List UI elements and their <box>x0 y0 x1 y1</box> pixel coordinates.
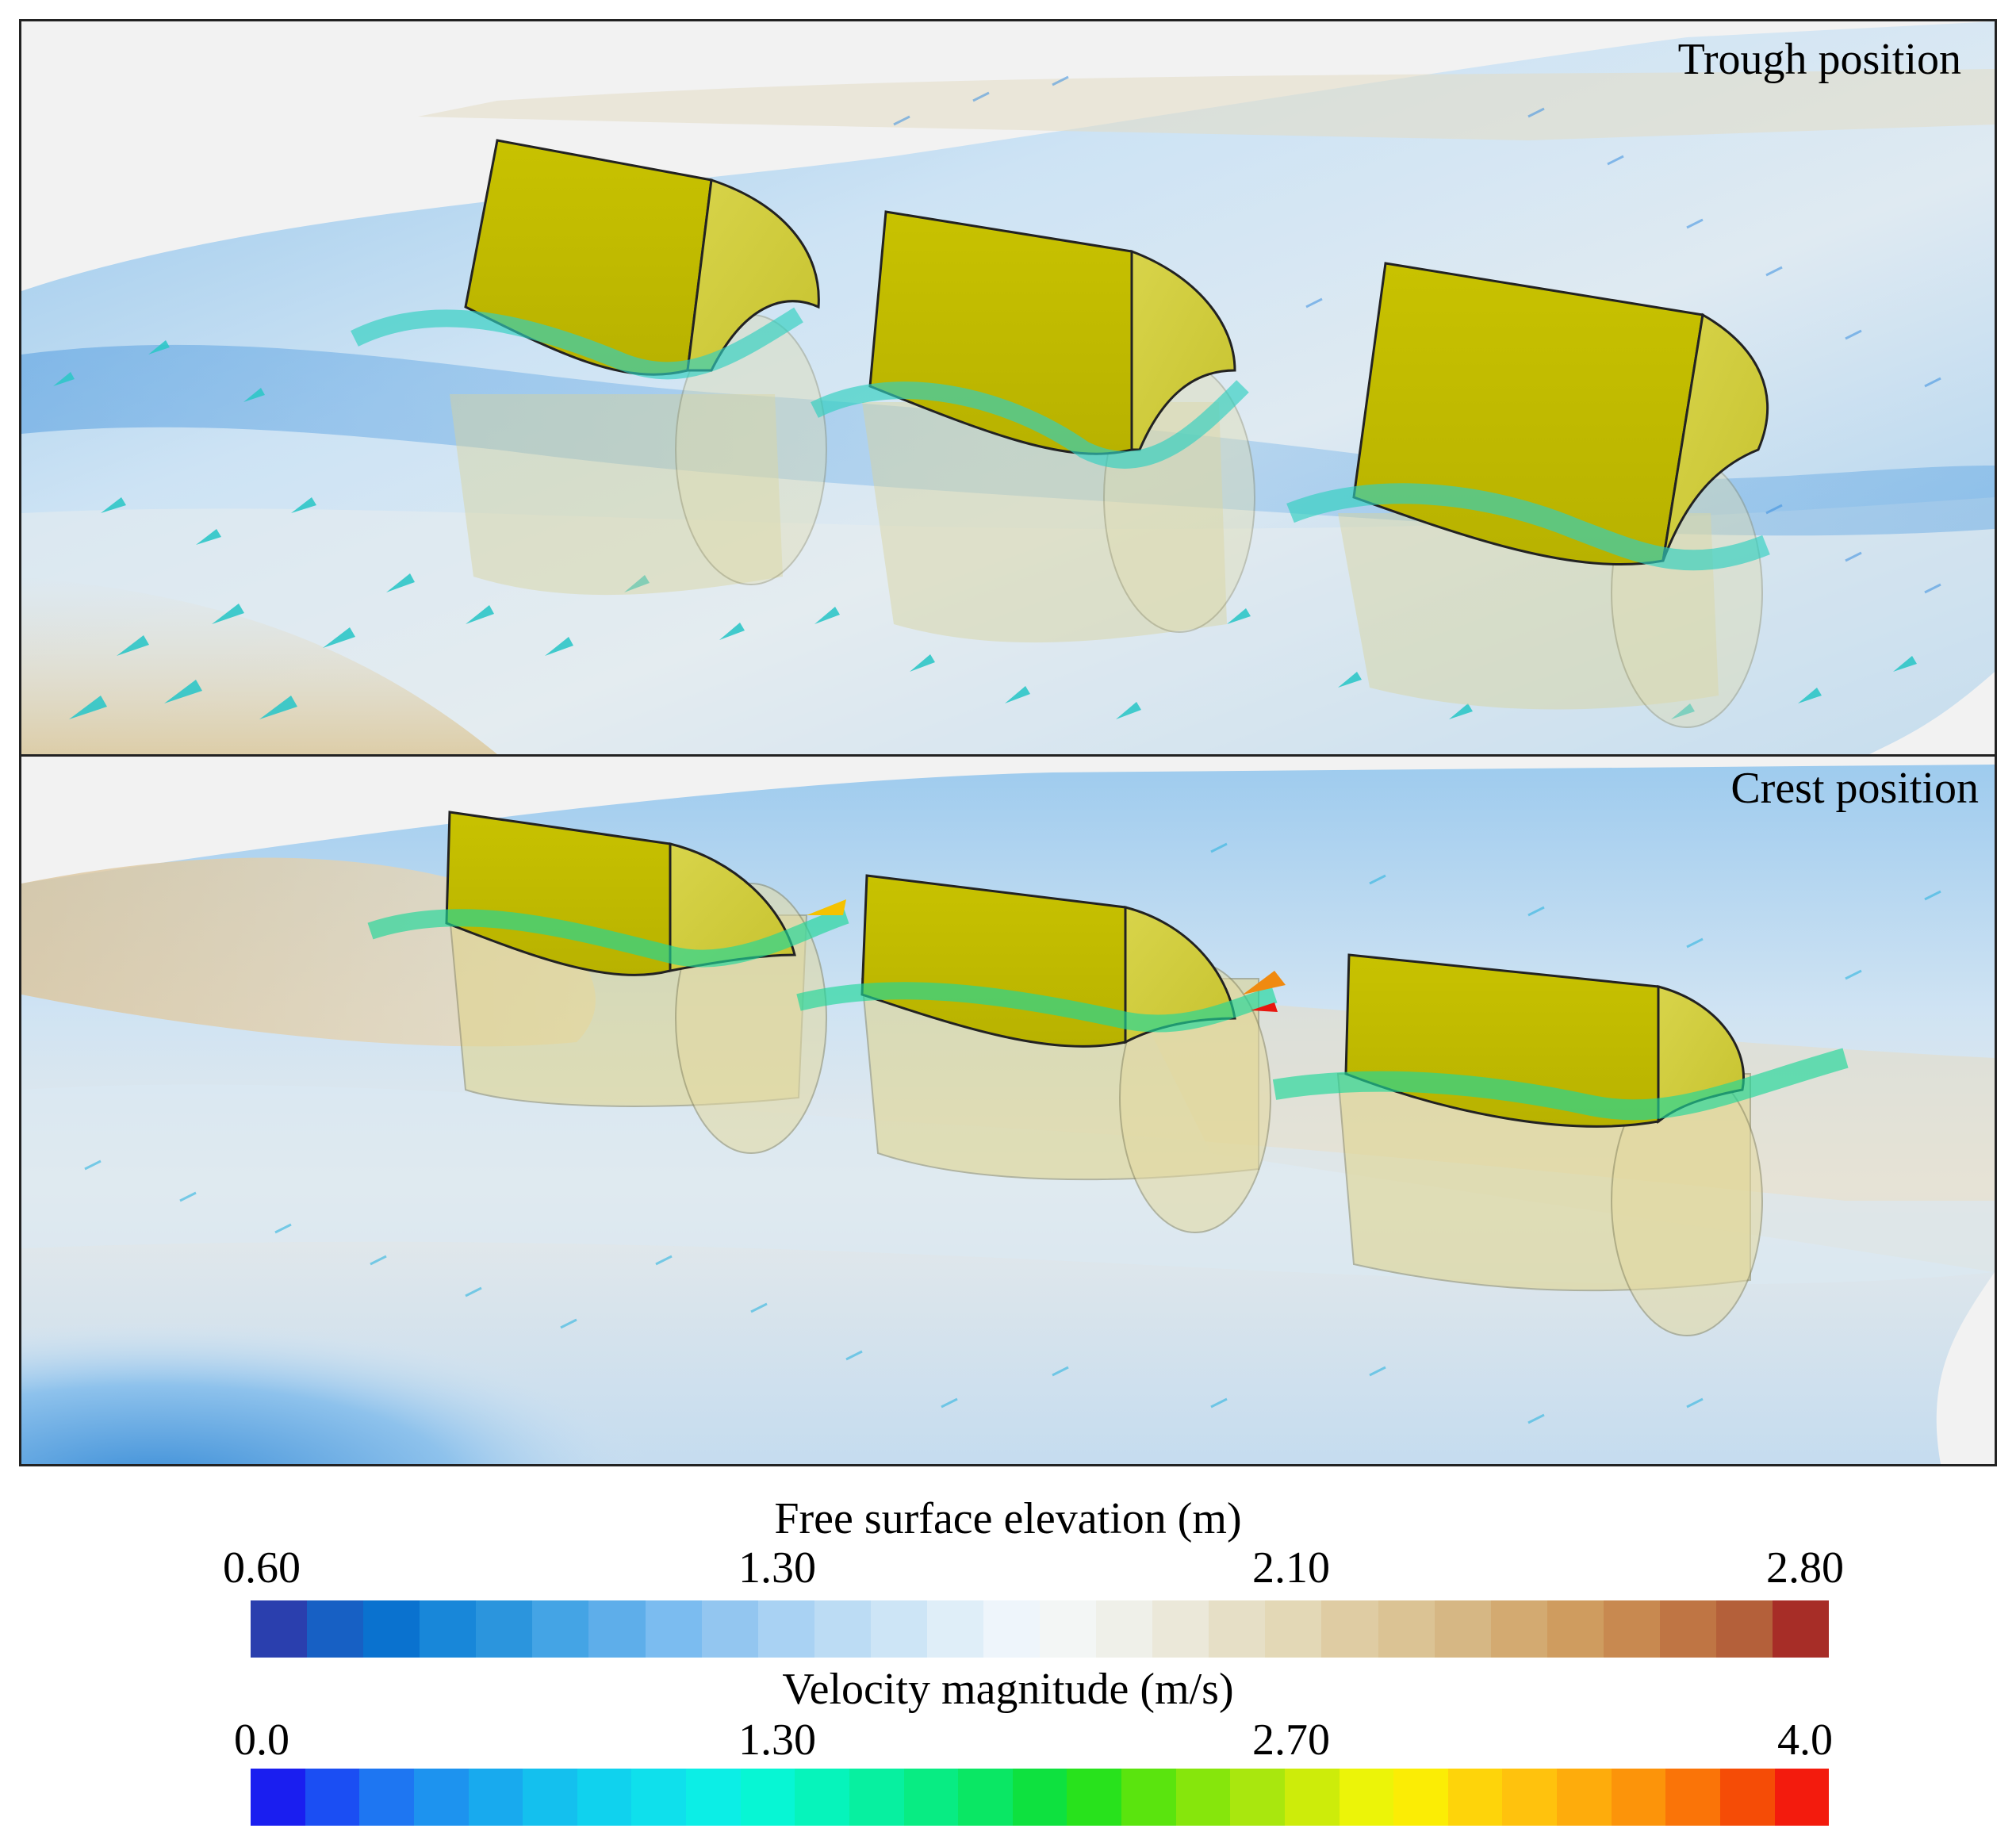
device-3-trough <box>1286 262 1770 728</box>
elevation-swatch-27 <box>1773 1600 1830 1658</box>
velocity-swatch-20 <box>1339 1769 1394 1826</box>
elevation-swatch-20 <box>1378 1600 1435 1658</box>
device-2-crest <box>796 874 1286 1233</box>
velocity-swatch-6 <box>577 1769 632 1826</box>
elevation-swatch-8 <box>701 1600 758 1658</box>
elevation-tick-1: 1.30 <box>738 1543 816 1593</box>
device-1-crest <box>367 811 849 1154</box>
elevation-tick-0: 0.60 <box>223 1543 301 1593</box>
elevation-swatch-21 <box>1434 1600 1491 1658</box>
elevation-tick-3: 2.80 <box>1766 1543 1844 1593</box>
velocity-tick-1: 1.30 <box>738 1715 816 1765</box>
velocity-swatch-25 <box>1611 1769 1666 1826</box>
velocity-swatch-3 <box>413 1769 469 1826</box>
crest-position-panel: Crest position <box>19 757 1997 1466</box>
velocity-tick-3: 4.0 <box>1777 1715 1833 1765</box>
velocity-tick-0: 0.0 <box>234 1715 289 1765</box>
elevation-swatch-6 <box>588 1600 646 1658</box>
elevation-swatch-15 <box>1096 1600 1153 1658</box>
elevation-swatch-19 <box>1321 1600 1378 1658</box>
velocity-swatch-5 <box>523 1769 577 1826</box>
elevation-swatch-17 <box>1209 1600 1266 1658</box>
crest-position-label: Crest position <box>1730 764 1979 813</box>
velocity-swatch-28 <box>1774 1769 1830 1826</box>
trough-position-panel: Trough position <box>19 19 1997 757</box>
velocity-swatch-13 <box>958 1769 1013 1826</box>
velocity-swatch-12 <box>903 1769 959 1826</box>
elevation-swatch-11 <box>870 1600 927 1658</box>
velocity-swatch-9 <box>740 1769 795 1826</box>
velocity-swatch-26 <box>1665 1769 1720 1826</box>
device-3-crest <box>1272 953 1849 1336</box>
velocity-swatch-17 <box>1175 1769 1231 1826</box>
velocity-swatch-0 <box>251 1769 305 1826</box>
velocity-swatch-21 <box>1393 1769 1448 1826</box>
velocity-swatch-4 <box>468 1769 523 1826</box>
device-2-trough <box>811 210 1255 643</box>
elevation-swatch-16 <box>1152 1600 1209 1658</box>
elevation-swatch-7 <box>645 1600 702 1658</box>
velocity-tick-2: 2.70 <box>1252 1715 1330 1765</box>
velocity-swatch-7 <box>631 1769 686 1826</box>
velocity-swatch-11 <box>849 1769 904 1826</box>
velocity-colorbar-title: Velocity magnitude (m/s) <box>782 1665 1234 1714</box>
trough-surface-visualization <box>21 21 1995 754</box>
elevation-swatch-24 <box>1603 1600 1660 1658</box>
trough-position-label: Trough position <box>1677 35 1961 84</box>
velocity-swatch-1 <box>305 1769 360 1826</box>
elevation-tick-2: 2.10 <box>1252 1543 1330 1593</box>
velocity-colorbar <box>251 1769 1830 1826</box>
elevation-swatch-1 <box>307 1600 364 1658</box>
velocity-swatch-15 <box>1067 1769 1121 1826</box>
velocity-swatch-2 <box>359 1769 414 1826</box>
elevation-swatch-9 <box>757 1600 814 1658</box>
elevation-swatch-23 <box>1546 1600 1604 1658</box>
elevation-swatch-13 <box>983 1600 1041 1658</box>
elevation-swatch-5 <box>532 1600 589 1658</box>
elevation-swatch-2 <box>363 1600 420 1658</box>
velocity-swatch-22 <box>1447 1769 1503 1826</box>
elevation-swatch-4 <box>476 1600 533 1658</box>
elevation-swatch-12 <box>926 1600 984 1658</box>
velocity-swatch-23 <box>1502 1769 1557 1826</box>
elevation-swatch-0 <box>251 1600 308 1658</box>
elevation-swatch-3 <box>420 1600 477 1658</box>
velocity-swatch-8 <box>686 1769 741 1826</box>
velocity-swatch-18 <box>1230 1769 1285 1826</box>
elevation-swatch-22 <box>1490 1600 1547 1658</box>
elevation-swatch-26 <box>1716 1600 1773 1658</box>
velocity-swatch-10 <box>795 1769 849 1826</box>
velocity-swatch-16 <box>1121 1769 1176 1826</box>
elevation-swatch-25 <box>1659 1600 1717 1658</box>
velocity-swatch-19 <box>1284 1769 1340 1826</box>
crest-surface-visualization <box>21 757 1995 1464</box>
elevation-colorbar <box>251 1600 1830 1658</box>
velocity-swatch-27 <box>1719 1769 1775 1826</box>
device-1-trough <box>351 139 827 596</box>
elevation-swatch-14 <box>1040 1600 1097 1658</box>
elevation-colorbar-title: Free surface elevation (m) <box>774 1494 1242 1543</box>
elevation-swatch-10 <box>814 1600 871 1658</box>
velocity-swatch-24 <box>1557 1769 1612 1826</box>
velocity-swatch-14 <box>1012 1769 1067 1826</box>
elevation-swatch-18 <box>1265 1600 1322 1658</box>
